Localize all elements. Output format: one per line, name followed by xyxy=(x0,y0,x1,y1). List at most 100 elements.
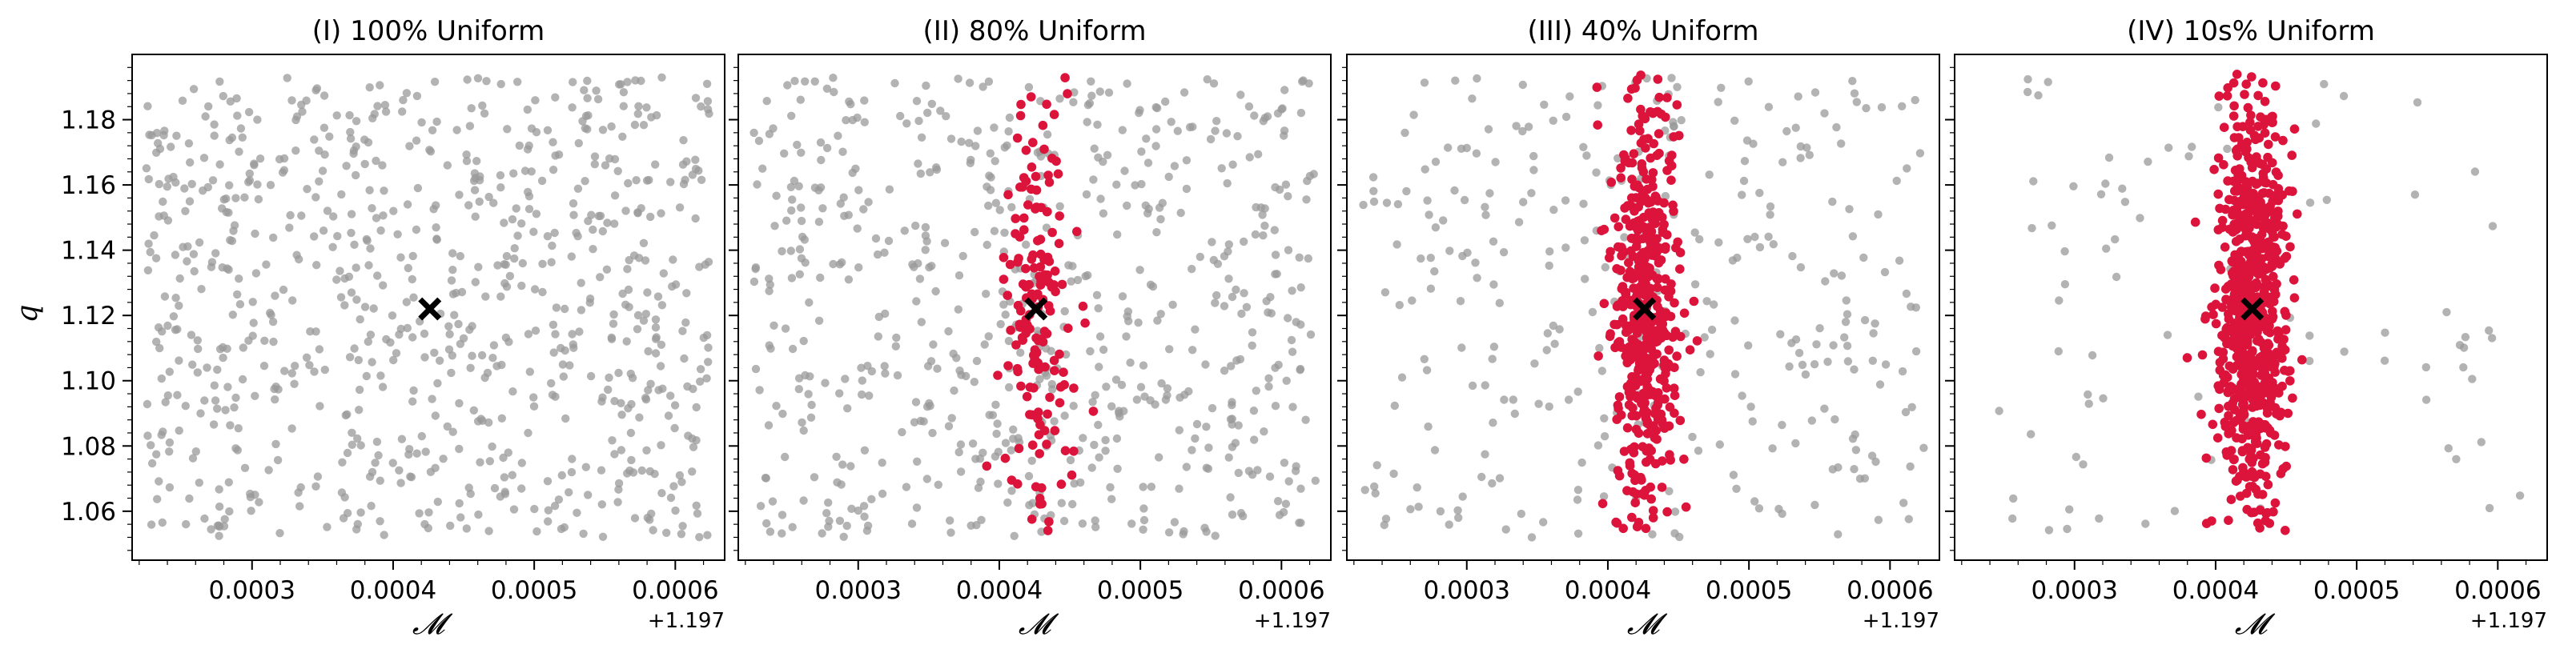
uniform-point xyxy=(679,136,688,145)
uniform-point xyxy=(854,506,863,515)
posterior-point xyxy=(1063,323,1073,334)
uniform-point xyxy=(417,118,426,127)
x-tick-label: 0.0005 xyxy=(1706,576,1792,605)
posterior-point xyxy=(2258,339,2269,349)
uniform-point xyxy=(586,371,596,381)
posterior-point xyxy=(1623,346,1633,355)
uniform-point xyxy=(1393,200,1403,209)
posterior-point xyxy=(2228,266,2239,276)
uniform-point xyxy=(569,199,578,208)
uniform-point xyxy=(213,365,222,375)
uniform-point xyxy=(696,377,705,386)
uniform-point xyxy=(1880,267,1890,277)
posterior-point xyxy=(2214,260,2224,270)
posterior-point xyxy=(1000,453,1011,463)
uniform-point xyxy=(551,330,560,339)
uniform-point xyxy=(454,319,463,329)
posterior-point xyxy=(2260,420,2270,430)
uniform-point xyxy=(1134,318,1143,327)
uniform-point xyxy=(253,180,262,189)
posterior-point xyxy=(1642,174,1651,184)
uniform-point xyxy=(1543,329,1553,338)
uniform-point xyxy=(1458,492,1467,501)
uniform-point xyxy=(1820,109,1829,118)
uniform-point xyxy=(244,178,253,186)
uniform-point xyxy=(496,183,505,192)
uniform-point xyxy=(1155,203,1164,212)
uniform-point xyxy=(215,77,224,86)
uniform-point xyxy=(871,234,881,243)
uniform-point xyxy=(696,365,705,374)
uniform-point xyxy=(1139,525,1147,534)
uniform-point xyxy=(445,330,454,339)
uniform-point xyxy=(1769,240,1778,249)
posterior-point xyxy=(1658,212,1667,222)
uniform-point xyxy=(1122,332,1131,341)
uniform-point xyxy=(1859,253,1868,262)
uniform-point xyxy=(1137,147,1146,156)
uniform-point xyxy=(452,288,460,298)
uniform-point xyxy=(543,126,553,134)
uniform-point xyxy=(285,223,294,232)
uniform-point xyxy=(1874,210,1883,219)
uniform-point xyxy=(455,399,464,408)
x-tick-label: 0.0003 xyxy=(209,576,295,605)
uniform-point xyxy=(914,259,922,268)
uniform-point xyxy=(332,111,341,120)
uniform-point xyxy=(1228,292,1237,302)
uniform-point xyxy=(1224,453,1233,462)
uniform-point xyxy=(549,166,558,174)
uniform-point xyxy=(219,91,227,101)
uniform-point xyxy=(1408,296,1417,305)
uniform-point xyxy=(1545,402,1553,411)
posterior-point xyxy=(2255,158,2265,169)
posterior-point xyxy=(1035,262,1046,272)
uniform-point xyxy=(1250,111,1259,120)
posterior-point xyxy=(1642,457,1651,467)
uniform-point xyxy=(557,524,566,534)
uniform-point xyxy=(1170,518,1179,527)
uniform-point xyxy=(392,349,401,358)
posterior-point xyxy=(1616,173,1626,182)
uniform-point xyxy=(215,160,224,169)
uniform-point xyxy=(1796,262,1806,272)
uniform-point xyxy=(250,161,259,170)
uniform-point xyxy=(896,111,905,121)
uniform-point xyxy=(902,483,911,491)
posterior-point xyxy=(1631,411,1642,421)
uniform-point xyxy=(1550,339,1559,348)
uniform-point xyxy=(645,467,654,476)
uniform-point xyxy=(347,228,356,238)
uniform-point xyxy=(525,367,534,376)
posterior-point xyxy=(1006,325,1015,335)
x-tick-label: 0.0005 xyxy=(491,576,577,605)
uniform-point xyxy=(991,198,1001,207)
uniform-point xyxy=(671,506,680,515)
uniform-point xyxy=(787,111,796,120)
uniform-point xyxy=(1101,435,1110,445)
uniform-point xyxy=(157,374,166,383)
uniform-point xyxy=(1042,371,1051,380)
uniform-point xyxy=(954,74,962,83)
posterior-point xyxy=(999,253,1009,262)
uniform-point xyxy=(266,308,275,318)
uniform-point xyxy=(1392,240,1401,249)
uniform-point xyxy=(338,458,347,467)
uniform-point xyxy=(699,333,708,343)
uniform-point xyxy=(1766,202,1775,211)
uniform-point xyxy=(1093,120,1102,129)
uniform-point xyxy=(1843,310,1852,318)
true-value-marker xyxy=(2240,297,2265,321)
uniform-point xyxy=(991,452,1000,461)
posterior-point xyxy=(2265,519,2275,528)
uniform-point xyxy=(1359,200,1368,210)
uniform-point xyxy=(1406,505,1415,514)
uniform-point xyxy=(1209,79,1219,88)
panel-3: 0.0003 0.0004 0.0005 0.0006(III) 40% Unifor… xyxy=(1337,15,1940,641)
posterior-point xyxy=(2244,455,2254,464)
uniform-point xyxy=(1902,289,1911,298)
uniform-point xyxy=(225,507,234,516)
posterior-point xyxy=(2222,451,2232,460)
uniform-point xyxy=(397,435,407,443)
uniform-point xyxy=(639,316,649,325)
